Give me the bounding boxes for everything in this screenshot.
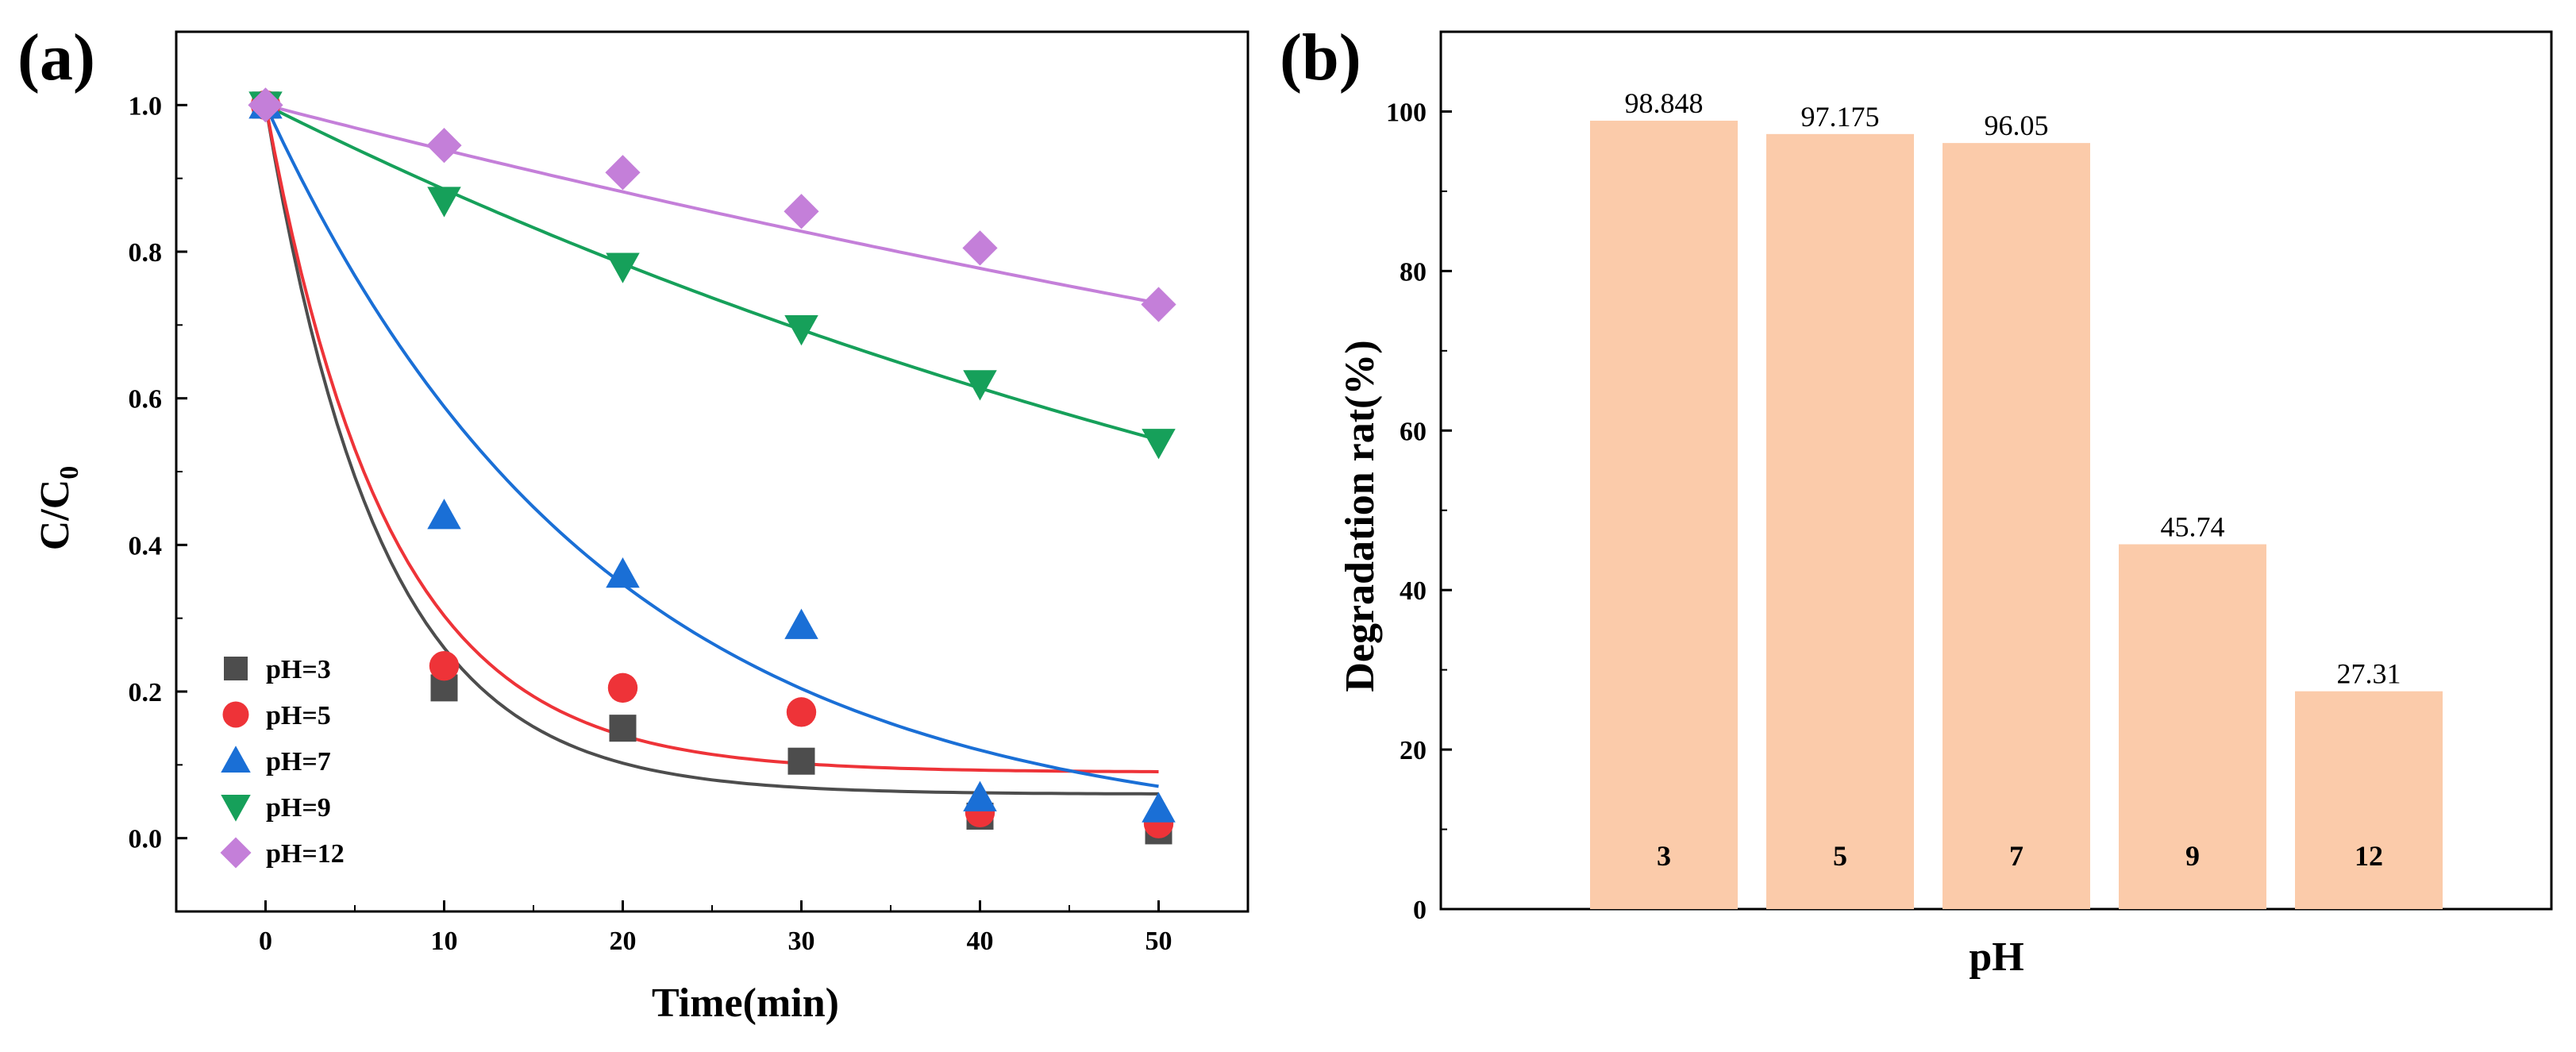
panel-a-x-tick-label: 30 [788,927,815,956]
data-point-pH=9 [963,370,997,401]
data-point-pH=7 [427,499,461,530]
fit-curve-pH=12 [265,103,1159,305]
data-point-pH=7 [963,780,997,811]
panel-a-label: (a) [17,21,95,94]
bar-pH-9 [2119,544,2266,909]
panel-a-y-tick-label: 0.0 [129,825,163,854]
legend-marker-pH=5 [222,701,249,728]
legend-label-pH=9: pH=9 [266,793,331,823]
panel-a-x-tick-label: 0 [259,927,272,956]
panel-b-y-tick-label: 60 [1400,417,1427,446]
bar-category-label-pH-3: 3 [1657,840,1671,872]
bar-value-label-pH-7: 96.05 [1985,110,2049,141]
fit-curve-pH=7 [264,104,1159,788]
panel-a-x-tick-label: 40 [967,927,994,956]
fit-curve-pH=9 [264,103,1160,441]
panel-a-x-tick-label: 20 [610,927,637,956]
data-point-pH=9 [606,252,640,283]
data-point-pH=9 [784,314,818,346]
panel-b-y-axis-title: Degradation rat(%) [1338,340,1383,692]
panel-b-y-tick-label: 0 [1413,896,1427,925]
data-point-pH=3 [609,715,637,742]
panel-b-y-tick-label: 40 [1400,576,1427,606]
panel-b-bars: 98.848 3 97.175 5 96.05 7 45.74 9 27.31 12 [1590,87,2443,910]
data-point-pH=12 [1141,287,1176,322]
data-point-pH=9 [427,187,461,218]
bar-category-label-pH-9: 9 [2185,840,2200,872]
bar-pH-3 [1590,121,1738,909]
panel-b-y-tick-label: 20 [1400,736,1427,765]
data-point-pH=5 [607,672,638,703]
bar-pH-5 [1766,133,1914,910]
legend-marker-pH=3 [224,657,248,680]
bar-pH-7 [1943,143,2090,909]
data-point-pH=12 [605,155,641,191]
data-point-pH=12 [962,230,998,266]
legend-label-pH=3: pH=3 [266,655,331,684]
panel-a-x-tick-label: 50 [1146,927,1172,956]
data-point-pH=12 [248,87,283,123]
legend-label-pH=5: pH=5 [266,701,331,730]
bar-value-label-pH-5: 97.175 [1801,101,1880,133]
data-point-pH=7 [1142,792,1176,823]
panel-b-x-axis-title: pH [1969,934,2023,980]
panel-a-y-tick-label: 0.8 [129,238,163,268]
data-point-pH=7 [606,557,640,588]
panel-a-y-tick-label: 0.4 [129,531,163,561]
legend-marker-pH=12 [220,837,252,869]
bar-category-label-pH-12: 12 [2355,840,2383,872]
bar-category-label-pH-7: 7 [2009,840,2023,872]
panel-a-y-tick-label: 1.0 [129,91,163,121]
panel-b-label: (b) [1280,21,1361,94]
legend-marker-pH=7 [221,746,251,773]
bar-category-label-pH-5: 5 [1833,840,1847,872]
panel-a-legend: pH=3 pH=5 pH=7 pH=9 pH=12 [220,655,345,869]
data-point-pH=12 [426,128,462,164]
data-point-pH=3 [787,747,815,775]
panel-b-y-tick-label: 80 [1400,257,1427,287]
bar-value-label-pH-12: 27.31 [2337,658,2401,690]
panel-a-y-tick-label: 0.2 [129,678,163,707]
legend-label-pH=12: pH=12 [266,839,345,869]
data-point-pH=12 [784,194,819,229]
panel-a-x-tick-label: 10 [431,927,458,956]
bar-value-label-pH-9: 45.74 [2161,511,2225,543]
panel-a-kinetics-chart: (a) C/C0 Time(min) 0 10 20 30 40 500.00.20.40… [17,21,1249,1026]
bar-pH-12 [2295,691,2443,909]
panel-a-y-axis-title-main: C/C [33,480,78,551]
data-point-pH=5 [786,697,817,727]
data-point-pH=5 [429,650,460,681]
panel-a-data-points [248,87,1176,845]
bar-value-label-pH-3: 98.848 [1625,87,1704,119]
fit-curve-pH=3 [264,104,1159,796]
fit-curve-pH=5 [264,104,1159,773]
panel-b-bar-chart: (b) Degradation rat(%) pH 0 20 40 60 80 100 9… [1280,21,2553,980]
panel-a-axes: 0 10 20 30 40 50 0.0 0.2 0.4 0.6 0.8 1.0 [129,30,1249,956]
panel-b-y-tick-label: 100 [1386,98,1427,127]
legend-marker-pH=9 [221,795,251,822]
data-point-pH=7 [784,608,818,639]
panel-a-x-axis-title: Time(min) [652,981,839,1026]
panel-a-y-tick-label: 0.6 [129,385,163,414]
data-point-pH=9 [1142,429,1176,460]
panel-a-y-axis-title: C/C0 [33,466,84,551]
legend-label-pH=7: pH=7 [266,747,331,776]
panel-a-y-axis-title-subscript: 0 [55,466,84,480]
panel-a-fit-curves [264,103,1160,796]
